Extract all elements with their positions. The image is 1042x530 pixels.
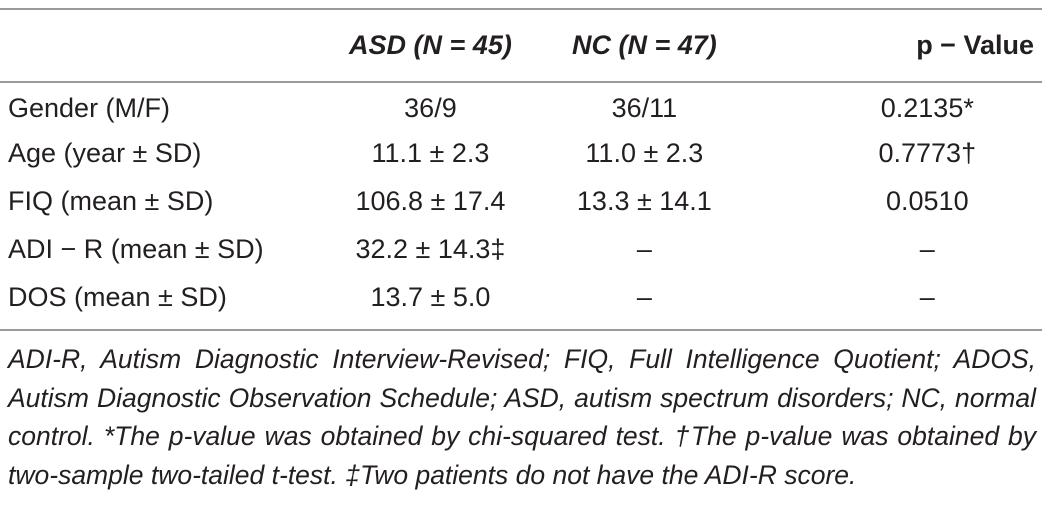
row-label-fiq: FIQ (mean ± SD) <box>8 185 214 216</box>
cell-asd: 106.8 ± 17.4 <box>355 185 506 216</box>
cell-nc: – <box>636 233 652 264</box>
header-empty-cell <box>0 0 325 81</box>
cell-asd: 32.2 ± 14.3‡ <box>355 233 506 264</box>
cell-pvalue: – <box>919 281 935 312</box>
cell-nc: 11.0 ± 2.3 <box>585 137 704 168</box>
cell-nc: 36/11 <box>611 93 678 123</box>
table-row: DOS (mean ± SD) 13.7 ± 5.0 – – <box>0 273 1042 321</box>
table-top-rule <box>0 8 1042 10</box>
header-nc: NC (N = 47) <box>571 30 717 60</box>
cell-nc: 13.3 ± 14.1 <box>576 185 712 216</box>
demographics-table: ASD (N = 45) NC (N = 47) p − Value Gende… <box>0 0 1042 321</box>
table-row: Age (year ± SD) 11.1 ± 2.3 11.0 ± 2.3 0.… <box>0 129 1042 177</box>
row-label-age: Age (year ± SD) <box>8 137 202 168</box>
table-header-rule <box>0 81 1042 83</box>
table-footnote: ADI-R, Autism Diagnostic Interview-Revis… <box>8 344 1036 490</box>
cell-nc: – <box>636 281 652 312</box>
table-row: Gender (M/F) 36/9 36/11 0.2135* <box>0 81 1042 129</box>
table-row: FIQ (mean ± SD) 106.8 ± 17.4 13.3 ± 14.1… <box>0 177 1042 225</box>
table-row: ADI − R (mean ± SD) 32.2 ± 14.3‡ – – <box>0 225 1042 273</box>
row-label-adir: ADI − R (mean ± SD) <box>8 233 264 264</box>
row-label-dos: DOS (mean ± SD) <box>8 281 227 312</box>
cell-asd: 11.1 ± 2.3 <box>371 137 490 168</box>
table-header-row: ASD (N = 45) NC (N = 47) p − Value <box>0 0 1042 81</box>
header-asd: ASD (N = 45) <box>349 30 512 60</box>
cell-asd: 13.7 ± 5.0 <box>370 281 491 312</box>
header-pvalue: p − Value <box>916 30 1034 60</box>
cell-pvalue: 0.0510 <box>886 185 969 216</box>
row-label-gender: Gender (M/F) <box>8 93 171 123</box>
cell-pvalue: 0.2135* <box>880 93 974 123</box>
cell-pvalue: 0.7773† <box>878 137 977 168</box>
cell-pvalue: – <box>919 233 935 264</box>
cell-asd: 36/9 <box>404 93 457 123</box>
table-bottom-rule <box>0 329 1042 331</box>
